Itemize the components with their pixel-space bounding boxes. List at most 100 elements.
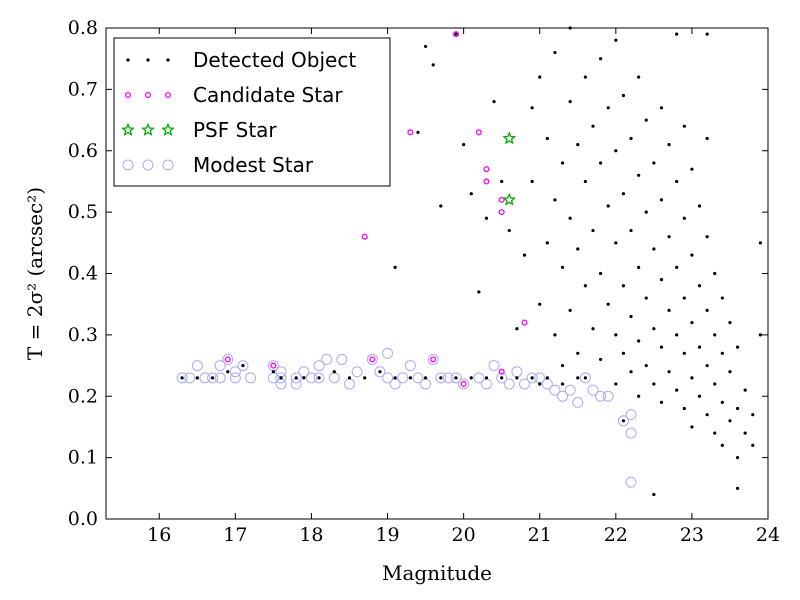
data-point [511,366,523,378]
data-point [682,296,686,300]
legend-label: Candidate Star [193,83,343,107]
x-axis-label: Magnitude [382,561,492,585]
data-point [271,370,276,374]
data-point [659,278,664,282]
data-point [484,216,489,220]
data-point [336,353,348,365]
data-point [697,345,702,349]
data-point [498,368,505,375]
data-point [452,31,460,38]
data-point [591,327,595,331]
data-point [625,427,637,439]
data-point [361,233,368,240]
data-point [313,372,325,384]
data-point [423,376,428,380]
data-point [343,378,355,390]
y-tick-label: 0.2 [68,385,98,407]
data-point [659,400,664,404]
data-point [637,75,641,79]
data-point [690,321,694,325]
data-point [397,372,409,384]
data-point [545,241,549,245]
data-point [483,166,490,173]
data-point [460,380,467,388]
data-point [488,360,500,372]
data-point [713,333,717,337]
data-point [690,253,694,257]
data-point [526,372,538,384]
data-point [498,196,505,203]
data-point [184,372,196,384]
data-point [450,372,462,384]
data-point [743,388,747,392]
data-point [382,347,394,359]
data-point [697,394,702,398]
data-point [606,106,610,110]
data-point [644,210,648,214]
data-point [682,216,686,220]
y-tick-label: 0.4 [68,263,98,285]
data-point [294,376,298,380]
data-point [270,362,277,369]
data-point [382,372,394,384]
legend-marker [126,58,130,62]
data-point [621,284,626,288]
data-point [652,247,656,251]
data-point [576,376,580,380]
data-point [480,378,492,390]
data-point [366,353,378,365]
data-point [351,366,363,378]
data-point [557,390,569,402]
legend-marker [164,91,172,99]
data-point [439,376,443,380]
data-point [502,192,517,206]
data-point [652,492,656,497]
data-point [484,376,489,380]
data-point [720,351,724,355]
data-point [564,384,576,396]
data-point [237,360,249,372]
legend-item: Candidate Star [124,83,343,107]
series-modest-star [176,347,637,488]
data-point [439,204,443,208]
data-point [621,351,626,355]
data-point [214,360,226,372]
data-point [758,241,762,245]
legend-label: Modest Star [193,153,314,177]
data-point [347,376,352,380]
data-point [690,376,694,380]
data-point [275,378,287,390]
data-point [530,376,534,380]
legend-marker [146,58,150,62]
data-point [454,376,458,380]
legend-box [113,37,391,187]
legend-marker [166,58,170,62]
data-point [637,265,641,269]
data-point [521,319,528,326]
data-point [462,143,466,147]
data-point [210,376,215,380]
data-point [530,179,534,184]
legend-item: Detected Object [126,48,356,72]
data-point [176,372,188,384]
data-point [576,143,580,147]
data-point [682,124,686,128]
data-point [553,198,557,202]
data-point [728,321,732,325]
data-point [705,363,709,368]
data-point [576,247,580,251]
data-point [279,376,283,380]
data-point [420,378,432,390]
data-point [583,284,587,288]
data-point [735,406,740,411]
data-point [500,179,504,184]
data-point [195,376,199,380]
x-tick-label: 20 [452,524,476,546]
data-point [705,308,709,312]
data-point [735,456,740,460]
legend-marker [122,159,134,171]
data-point [644,118,648,122]
data-point [500,376,504,380]
data-point [483,178,490,185]
x-tick-label: 16 [147,524,171,546]
